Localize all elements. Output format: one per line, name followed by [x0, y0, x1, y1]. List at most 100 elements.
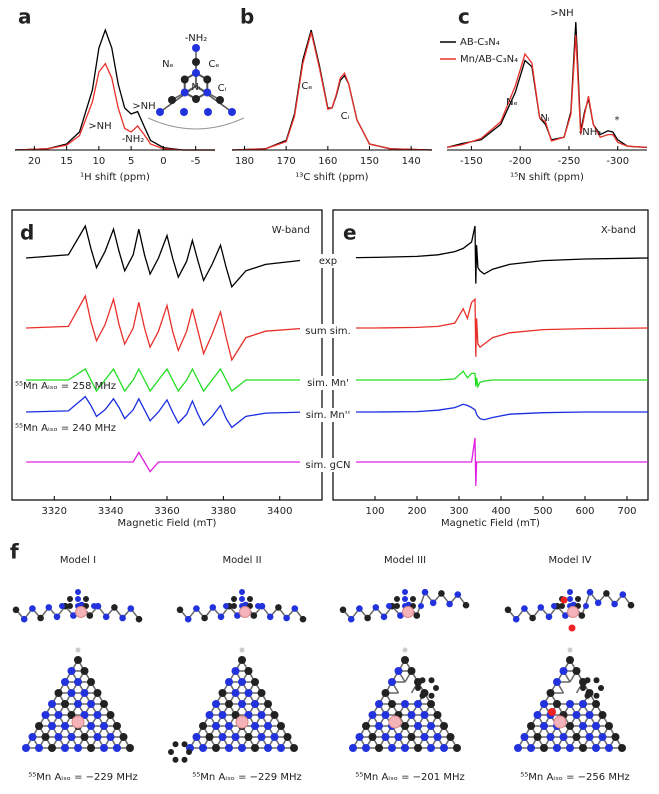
atom [199, 722, 207, 730]
atom [349, 744, 357, 752]
atom [225, 722, 233, 730]
atom [113, 744, 121, 752]
atom [218, 711, 227, 719]
atom [61, 700, 69, 708]
atom [41, 711, 50, 719]
h-atom [567, 647, 573, 653]
atom [20, 615, 28, 623]
atom [67, 689, 76, 697]
x-axis-label: ¹⁵N shift (ppm) [510, 172, 584, 183]
atom [111, 604, 118, 611]
atom [192, 58, 200, 66]
atom [212, 744, 220, 752]
hyperfine-label: ⁵⁵Mn Aᵢₛₒ = 240 MHz [15, 423, 116, 434]
label-bg [300, 408, 356, 422]
atom [176, 606, 184, 614]
atom [168, 96, 176, 104]
atom [270, 711, 279, 719]
atom [453, 744, 461, 752]
atom [299, 615, 307, 623]
atom [375, 722, 383, 730]
atom [22, 744, 30, 752]
atom [583, 603, 589, 609]
atom [238, 656, 246, 664]
mn-atom [402, 606, 414, 618]
atom [611, 733, 620, 741]
atom [231, 689, 240, 697]
atom [381, 733, 390, 741]
atom [427, 744, 435, 752]
atom [401, 744, 409, 752]
x-axis-label: Magnetic Field (mT) [441, 518, 540, 529]
atom [37, 614, 44, 622]
atom [566, 722, 574, 730]
phenyl-atom [172, 741, 179, 748]
epr-trace [26, 224, 308, 289]
x-tick-label: 500 [533, 506, 552, 517]
legend-label: Mn/AB-C₃N₄ [460, 54, 518, 65]
surface-arc [147, 117, 245, 130]
epr-trace [333, 403, 648, 421]
structure-label: >NH [132, 101, 155, 112]
bond [159, 85, 197, 113]
atom [193, 605, 200, 612]
atom [106, 733, 115, 741]
spectrum-line [446, 34, 648, 149]
atom [119, 733, 128, 741]
atom [418, 603, 424, 609]
model-title: Model IV [549, 555, 592, 566]
x-tick-label: 180 [235, 156, 254, 167]
atom [225, 744, 233, 752]
atom [592, 700, 600, 708]
epr-trace [333, 370, 648, 389]
x-tick-label: 170 [277, 156, 296, 167]
atom [446, 733, 455, 741]
atom [572, 733, 581, 741]
atom [605, 722, 613, 730]
atom [74, 700, 82, 708]
phenyl-atom [593, 677, 600, 684]
atom [251, 700, 259, 708]
atom [12, 606, 20, 614]
mn-atom [388, 715, 402, 729]
x-tick-label: 5 [128, 156, 134, 167]
o-atom [560, 596, 568, 604]
atom [559, 603, 565, 609]
atom [462, 601, 470, 609]
peak-label: Cₑ [301, 81, 312, 92]
atom [521, 605, 528, 612]
phenyl-atom [181, 741, 188, 748]
atom [218, 733, 227, 741]
atom [380, 613, 388, 621]
structure-label: Nₑ [162, 59, 174, 70]
atom [257, 733, 266, 741]
atom [225, 678, 233, 686]
atom [223, 603, 229, 609]
atom [603, 590, 610, 597]
atom [80, 711, 89, 719]
x-tick-label: 10 [93, 156, 106, 167]
panel-letter: a [18, 5, 32, 29]
x-tick-label: 0 [160, 156, 166, 167]
x-axis-label: ¹H shift (ppm) [80, 172, 150, 183]
epr-trace [26, 451, 308, 473]
atom [91, 603, 97, 609]
atom [618, 744, 626, 752]
trace-label: sim. gCN [306, 460, 351, 471]
mn-atom [75, 606, 87, 618]
atom [586, 588, 594, 596]
atom [381, 711, 390, 719]
atom [231, 733, 240, 741]
atom [35, 744, 43, 752]
atom [184, 615, 192, 623]
atom [67, 603, 73, 609]
atom [283, 733, 292, 741]
peak-label: >NH [550, 8, 573, 19]
atom [264, 700, 272, 708]
atom [180, 108, 188, 116]
atom [545, 613, 553, 621]
atom [420, 711, 429, 719]
atom [54, 711, 63, 719]
atom [283, 614, 290, 622]
spectrum-line [231, 32, 433, 151]
